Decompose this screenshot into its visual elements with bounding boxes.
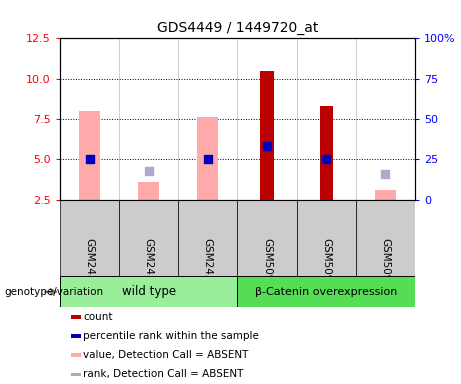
- Text: GSM509262: GSM509262: [380, 238, 390, 301]
- Point: [86, 156, 93, 162]
- Text: percentile rank within the sample: percentile rank within the sample: [83, 331, 259, 341]
- Point: [382, 171, 389, 177]
- Bar: [119, 200, 178, 276]
- Point: [145, 167, 152, 174]
- Bar: [60, 200, 119, 276]
- Text: β-Catenin overexpression: β-Catenin overexpression: [255, 287, 397, 297]
- Text: GSM509261: GSM509261: [321, 238, 331, 301]
- Text: genotype/variation: genotype/variation: [5, 287, 104, 297]
- Bar: [138, 182, 159, 200]
- Bar: [375, 190, 396, 200]
- Bar: [319, 106, 333, 200]
- Text: wild type: wild type: [122, 285, 176, 298]
- Bar: [79, 111, 100, 200]
- Bar: [60, 276, 237, 307]
- Title: GDS4449 / 1449720_at: GDS4449 / 1449720_at: [157, 21, 318, 35]
- Text: GSM243348: GSM243348: [203, 238, 213, 301]
- Bar: [260, 71, 273, 200]
- Text: count: count: [83, 312, 113, 322]
- Bar: [237, 200, 296, 276]
- Point: [204, 156, 212, 162]
- Text: GSM243347: GSM243347: [144, 238, 154, 301]
- Point: [322, 156, 330, 162]
- Bar: [71, 315, 81, 319]
- Text: rank, Detection Call = ABSENT: rank, Detection Call = ABSENT: [83, 369, 244, 379]
- Point: [263, 143, 271, 149]
- Bar: [296, 200, 356, 276]
- Text: GSM243346: GSM243346: [84, 238, 95, 301]
- Text: value, Detection Call = ABSENT: value, Detection Call = ABSENT: [83, 350, 249, 360]
- Text: GSM509260: GSM509260: [262, 238, 272, 301]
- Bar: [197, 118, 218, 200]
- Bar: [71, 353, 81, 357]
- Bar: [237, 276, 415, 307]
- Bar: [356, 200, 415, 276]
- Bar: [71, 372, 81, 376]
- Bar: [178, 200, 237, 276]
- Bar: [71, 334, 81, 338]
